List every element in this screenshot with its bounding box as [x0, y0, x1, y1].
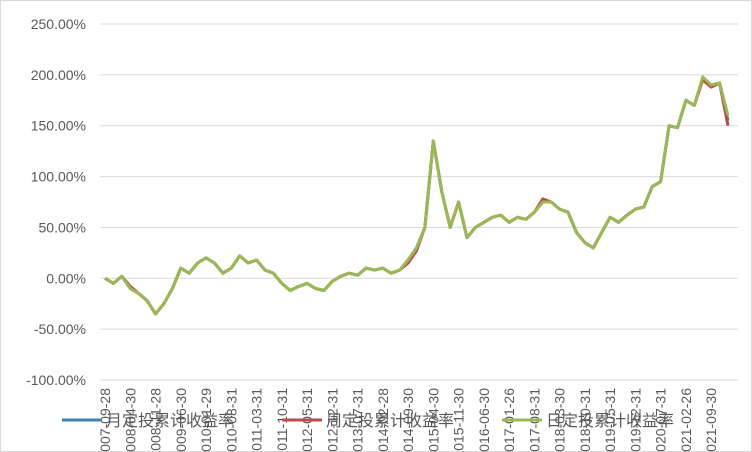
x-tick-label: 2011-03-31 [249, 388, 265, 452]
y-tick-label: -50.00% [34, 321, 86, 337]
y-tick-label: 0.00% [46, 270, 86, 286]
x-tick-label: 2016-06-30 [476, 388, 492, 452]
legend-label: 月定投累计收益率 [106, 412, 234, 430]
y-tick-label: -100.00% [26, 372, 86, 388]
x-tick-label: 2008-11-28 [148, 388, 164, 452]
x-tick-label: 2014-09-30 [400, 388, 416, 452]
x-tick-label: 2013-07-31 [350, 388, 366, 452]
x-tick-label: 2019-05-31 [602, 388, 618, 452]
y-tick-label: 100.00% [31, 169, 86, 185]
x-tick-label: 2021-02-26 [678, 388, 694, 452]
x-tick-label: 2019-12-31 [627, 388, 643, 452]
x-tick-label: 2007-09-28 [97, 388, 113, 452]
x-tick-label: 2009-06-30 [173, 388, 189, 452]
x-tick-label: 2010-01-29 [198, 388, 214, 452]
x-tick-label: 2015-11-30 [451, 388, 467, 452]
x-tick-label: 2020-07-31 [653, 388, 669, 452]
legend-label: 日定投累计收益率 [546, 412, 674, 430]
y-tick-label: 200.00% [31, 67, 86, 83]
x-tick-label: 2010-08-31 [223, 388, 239, 452]
y-tick-label: 150.00% [31, 118, 86, 134]
x-tick-label: 2018-10-31 [577, 388, 593, 452]
x-tick-label: 2021-09-30 [703, 388, 719, 452]
x-tick-label: 2018-03-30 [552, 388, 568, 452]
x-tick-label: 2014-02-28 [375, 388, 391, 452]
y-tick-label: 50.00% [39, 219, 86, 235]
x-tick-label: 2008-04-30 [122, 388, 138, 452]
x-tick-label: 2012-12-31 [324, 388, 340, 452]
data-line [104, 75, 730, 316]
y-tick-label: 250.00% [31, 16, 86, 32]
x-tick-label: 2011-10-31 [274, 388, 290, 452]
x-tick-label: 2015-04-30 [425, 388, 441, 452]
legend-label: 周定投累计收益率 [326, 412, 454, 430]
